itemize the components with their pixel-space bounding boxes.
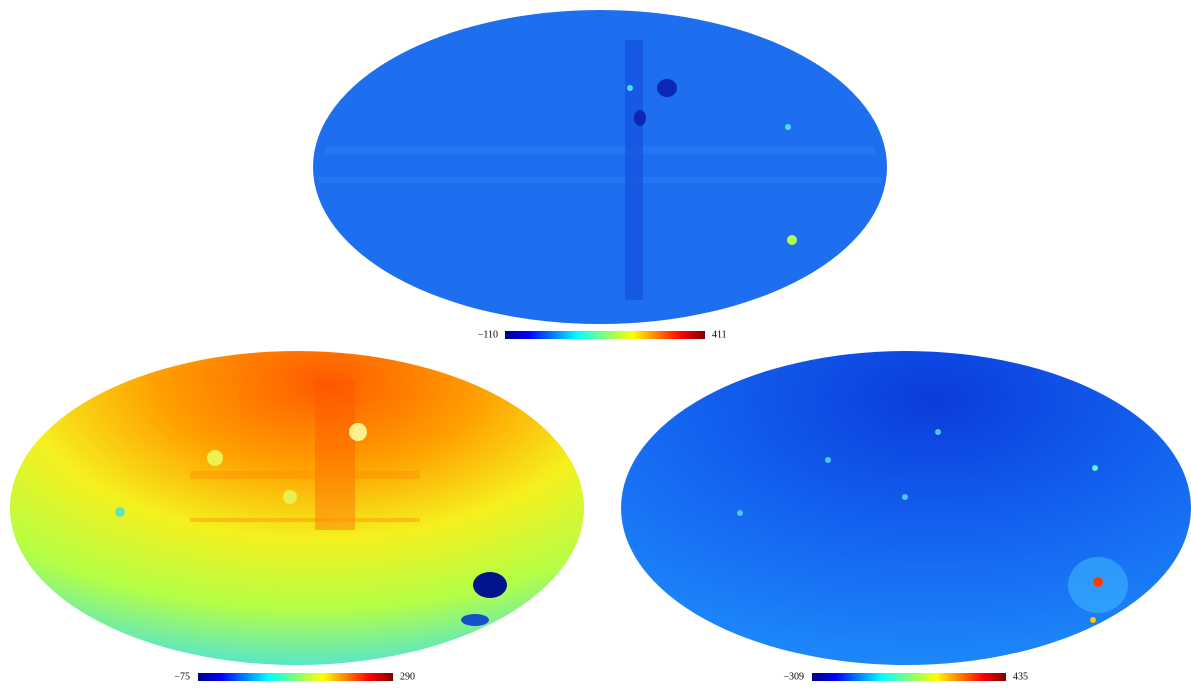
colorbar — [812, 673, 1006, 681]
colorbar-max: 411 — [712, 329, 727, 340]
colorbar — [505, 331, 705, 339]
panel-bottom-right: −309 435 — [621, 351, 1191, 682]
sky-map — [313, 10, 887, 324]
colorbar-min: −309 — [783, 671, 804, 682]
colorbar-max: 435 — [1013, 671, 1028, 682]
sky-map — [10, 351, 584, 665]
colorbar-min: −110 — [478, 329, 498, 340]
sky-map — [621, 351, 1191, 665]
colorbar — [198, 673, 393, 681]
panel-top: −110 411 — [313, 10, 887, 340]
colorbar-min: −75 — [174, 671, 190, 682]
colorbar-max: 290 — [400, 671, 415, 682]
panel-bottom-left: −75 290 — [10, 351, 584, 682]
